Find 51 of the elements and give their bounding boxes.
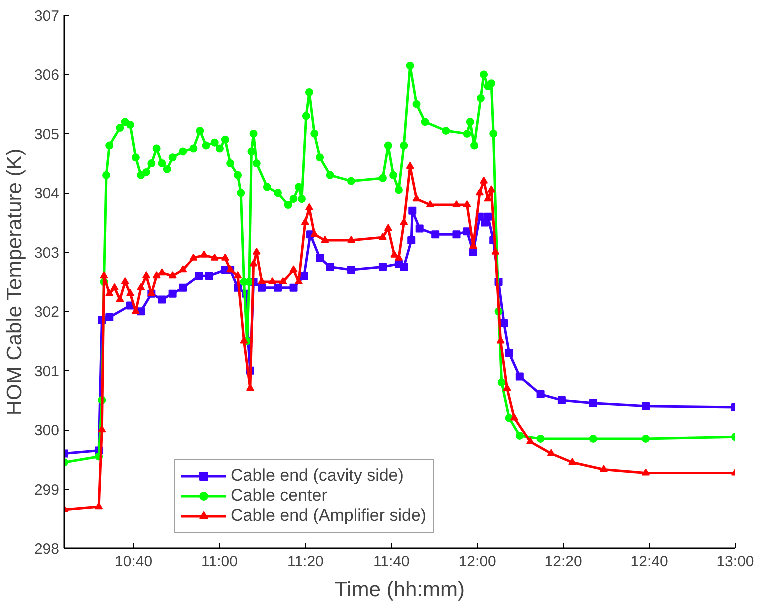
point <box>274 284 282 292</box>
y-tick-label: 302 <box>34 304 60 322</box>
point <box>558 396 566 404</box>
point <box>589 399 598 408</box>
point <box>642 402 650 410</box>
x-tick-label: 12:20 <box>544 554 582 570</box>
y-tick-label: 303 <box>34 244 60 262</box>
point <box>106 314 114 322</box>
point <box>378 263 387 272</box>
point <box>300 272 308 280</box>
point <box>452 230 461 239</box>
y-tick-label: 306 <box>34 67 60 84</box>
legend-label: Cable end (cavity side) <box>231 466 404 486</box>
x-tick-label: 12:40 <box>630 554 668 570</box>
point <box>432 230 440 239</box>
y-axis-title: HOM Cable Temperature (K) <box>3 148 26 416</box>
point <box>408 236 416 245</box>
legend-label: Cable end (Amplifier side) <box>231 506 427 526</box>
x-axis-title: Time (hh:mm) <box>335 578 465 602</box>
point <box>536 390 545 399</box>
point <box>326 263 334 272</box>
point <box>205 272 214 280</box>
point <box>400 263 408 272</box>
point <box>505 349 514 358</box>
y-tick-label: 300 <box>34 422 60 440</box>
x-tick-label: 12:00 <box>458 554 496 570</box>
point <box>179 284 188 292</box>
point <box>316 254 324 262</box>
y-tick-label: 298 <box>34 541 60 558</box>
y-tick-label: 299 <box>34 482 60 499</box>
y-tick-label: 301 <box>34 363 60 380</box>
point <box>348 266 356 274</box>
y-tick-label: 304 <box>34 186 60 203</box>
y-tick-label: 307 <box>34 8 60 25</box>
point <box>158 296 166 304</box>
point <box>484 212 492 221</box>
point <box>195 272 204 280</box>
point <box>516 372 524 381</box>
x-tick-label: 11:40 <box>373 554 410 570</box>
legend-label: Cable center <box>231 486 328 506</box>
point <box>258 284 266 292</box>
x-tick-label: 11:20 <box>287 554 324 570</box>
point <box>416 224 424 233</box>
point <box>408 206 417 215</box>
x-tick-label: 13:00 <box>716 554 754 570</box>
y-tick-label: 305 <box>34 126 60 144</box>
x-tick-label: 10:40 <box>115 554 153 570</box>
point <box>469 248 478 256</box>
x-tick-label: 11:00 <box>202 554 238 570</box>
point <box>290 284 298 292</box>
point <box>168 290 177 298</box>
